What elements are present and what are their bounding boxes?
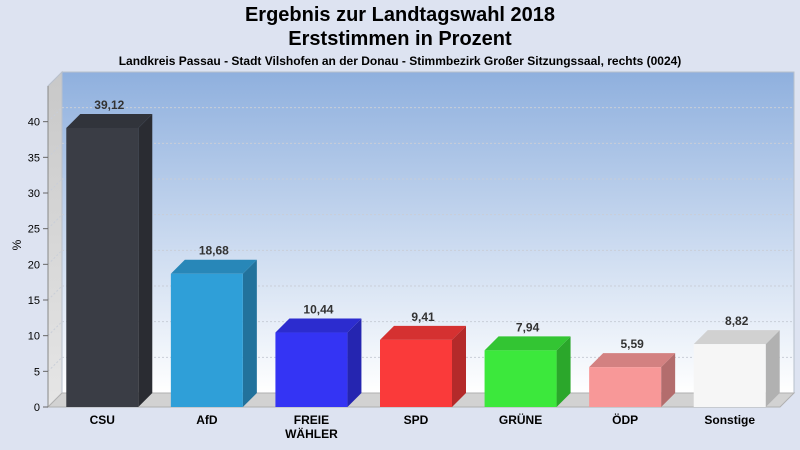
x-tick-label: WÄHLER [285, 426, 338, 441]
y-tick-label: 40 [28, 117, 40, 129]
y-tick-label: 25 [28, 224, 40, 236]
bar-spd: 9,41 [380, 310, 466, 407]
bar-sonstige: 8,82 [693, 314, 780, 407]
gridline [47, 142, 63, 158]
bar-front [484, 350, 557, 407]
y-tick-label: 15 [28, 295, 40, 307]
bar-front [589, 367, 662, 407]
x-tick-label: Sonstige [704, 413, 755, 427]
bar-side [661, 353, 676, 407]
gridline [47, 321, 63, 337]
bar-ödp: 5,59 [589, 337, 676, 407]
gridline [47, 178, 63, 194]
bar-side [242, 259, 257, 407]
bar-value-label: 9,41 [411, 310, 435, 324]
bar-front [66, 127, 139, 407]
bar-value-label: 7,94 [516, 320, 540, 334]
y-tick-label: 35 [28, 152, 40, 164]
y-tick-label: 20 [28, 259, 40, 271]
gridline [47, 249, 63, 265]
x-tick-label: ÖDP [612, 412, 638, 427]
bar-side [452, 325, 466, 407]
y-tick-label: 10 [28, 331, 40, 343]
bar-front [170, 273, 243, 407]
chart-subtitle: Erststimmen in Prozent [288, 28, 512, 50]
bar-top [170, 259, 257, 274]
bars: 39,12 18,68 10,44 9,41 7,94 5,59 8,82 [66, 98, 780, 407]
x-tick-label: AfD [196, 413, 218, 427]
bar-side [556, 336, 571, 407]
gridline [47, 214, 63, 230]
bar-top [275, 318, 362, 333]
x-tick-label: CSU [90, 413, 115, 427]
y-tick-label: 30 [28, 188, 40, 200]
bar-side [765, 330, 780, 407]
bar-freie-wähler: 10,44 [275, 303, 362, 407]
chart-title: Ergebnis zur Landtagswahl 2018 [244, 4, 556, 26]
bar-value-label: 10,44 [303, 303, 333, 317]
y-tick-label: 0 [34, 402, 40, 414]
bar-grüne: 7,94 [484, 320, 571, 407]
plot-side-wall [47, 70, 63, 409]
bar-top [380, 325, 466, 340]
bar-side [138, 113, 153, 407]
x-tick-label: FREIE [294, 413, 329, 427]
bar-value-label: 8,82 [725, 314, 749, 328]
x-tick-label: SPD [404, 413, 429, 427]
bar-value-label: 18,68 [199, 244, 229, 258]
bar-afd: 18,68 [170, 244, 257, 407]
bar-csu: 39,12 [66, 98, 153, 407]
y-tick-label: 5 [34, 366, 40, 378]
district-subtitle: Landkreis Passau - Stadt Vilshofen an de… [118, 54, 682, 68]
gridline [47, 107, 63, 123]
bar-front [275, 332, 348, 407]
y-axis-label: % [10, 239, 24, 250]
gridline [47, 285, 63, 301]
bar-top [484, 336, 571, 351]
bar-front [380, 339, 452, 407]
bar-side [347, 318, 362, 407]
bar-top [66, 113, 153, 128]
bar-value-label: 39,12 [94, 98, 124, 112]
x-tick-label: GRÜNE [499, 412, 542, 427]
gridline [47, 356, 63, 372]
bar-top [589, 353, 676, 368]
y-axis: 0 5 10 15 20 25 30 35 40 [28, 86, 49, 414]
bar-top [693, 330, 780, 345]
bar-value-label: 5,59 [620, 337, 644, 351]
bar-front [693, 344, 766, 407]
